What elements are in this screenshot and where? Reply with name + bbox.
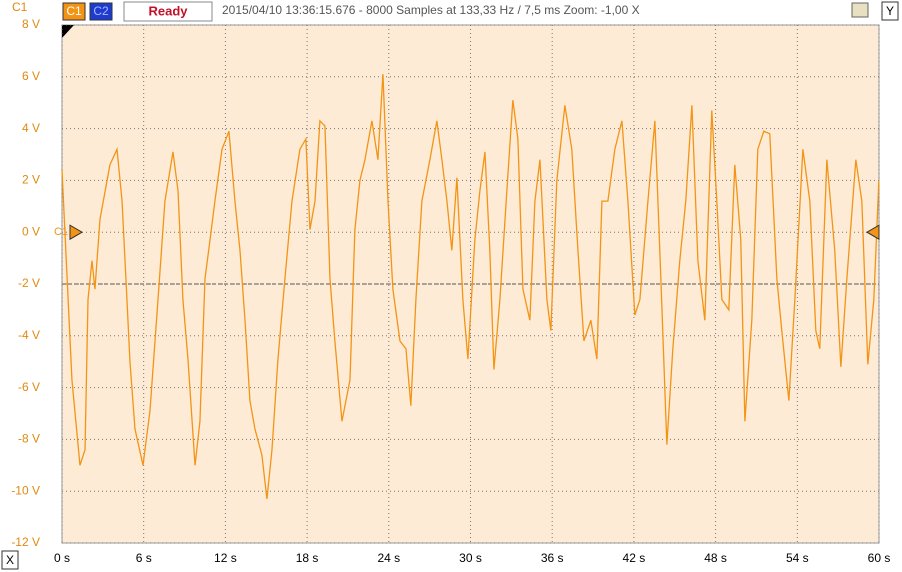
channel-marker-label: C1 (54, 226, 68, 238)
c1-button[interactable] (62, 2, 86, 21)
x-tick-label: 24 s (377, 551, 400, 565)
plot: 8 V 6 V 4 V 2 V 0 V -2 V -4 V -6 V -8 V -10 V -12 … (11, 17, 890, 565)
offset-marker-left (69, 224, 83, 241)
y-tick-label: 4 V (22, 121, 40, 135)
x-tick-label: 0 s (54, 551, 70, 565)
y-tick-label: -12 V (11, 535, 40, 549)
x-button-label[interactable]: X (6, 553, 14, 567)
x-button[interactable] (1, 550, 19, 570)
channel-label: C1 (12, 0, 28, 14)
y-tick-label: 6 V (22, 69, 40, 83)
x-tick-label: 54 s (786, 551, 809, 565)
c1-button-label[interactable]: C1 (66, 4, 82, 18)
x-tick-label: 42 s (623, 551, 646, 565)
x-tick-label: 12 s (214, 551, 237, 565)
y-tick-label: -4 V (18, 328, 40, 342)
x-tick-label: 6 s (136, 551, 152, 565)
x-tick-label: 36 s (541, 551, 564, 565)
x-tick-label: 30 s (459, 551, 482, 565)
offset-marker-right (866, 224, 880, 241)
y-tick-label: 8 V (22, 17, 40, 31)
acquisition-info: 2015/04/10 13:36:15.676 - 8000 Samples a… (222, 3, 640, 17)
y-tick-label: -10 V (11, 483, 40, 497)
y-button-label[interactable]: Y (886, 4, 894, 18)
status-box (123, 1, 213, 22)
y-tick-label: 0 V (22, 224, 40, 238)
y-tick-label: -2 V (18, 276, 40, 290)
y-tick-label: 2 V (22, 173, 40, 187)
c2-button-label[interactable]: C2 (93, 4, 109, 18)
y-tick-label: -6 V (18, 380, 40, 394)
x-tick-label: 60 s (868, 551, 891, 565)
status: Ready (148, 3, 188, 18)
top-marker (62, 25, 74, 38)
waveform (61, 74, 880, 500)
settings-icon[interactable] (851, 2, 869, 18)
c2-button[interactable] (89, 2, 113, 21)
y-button[interactable] (881, 1, 899, 21)
x-tick-label: 48 s (704, 551, 727, 565)
y-tick-label: -8 V (18, 432, 40, 446)
x-tick-label: 18 s (296, 551, 319, 565)
